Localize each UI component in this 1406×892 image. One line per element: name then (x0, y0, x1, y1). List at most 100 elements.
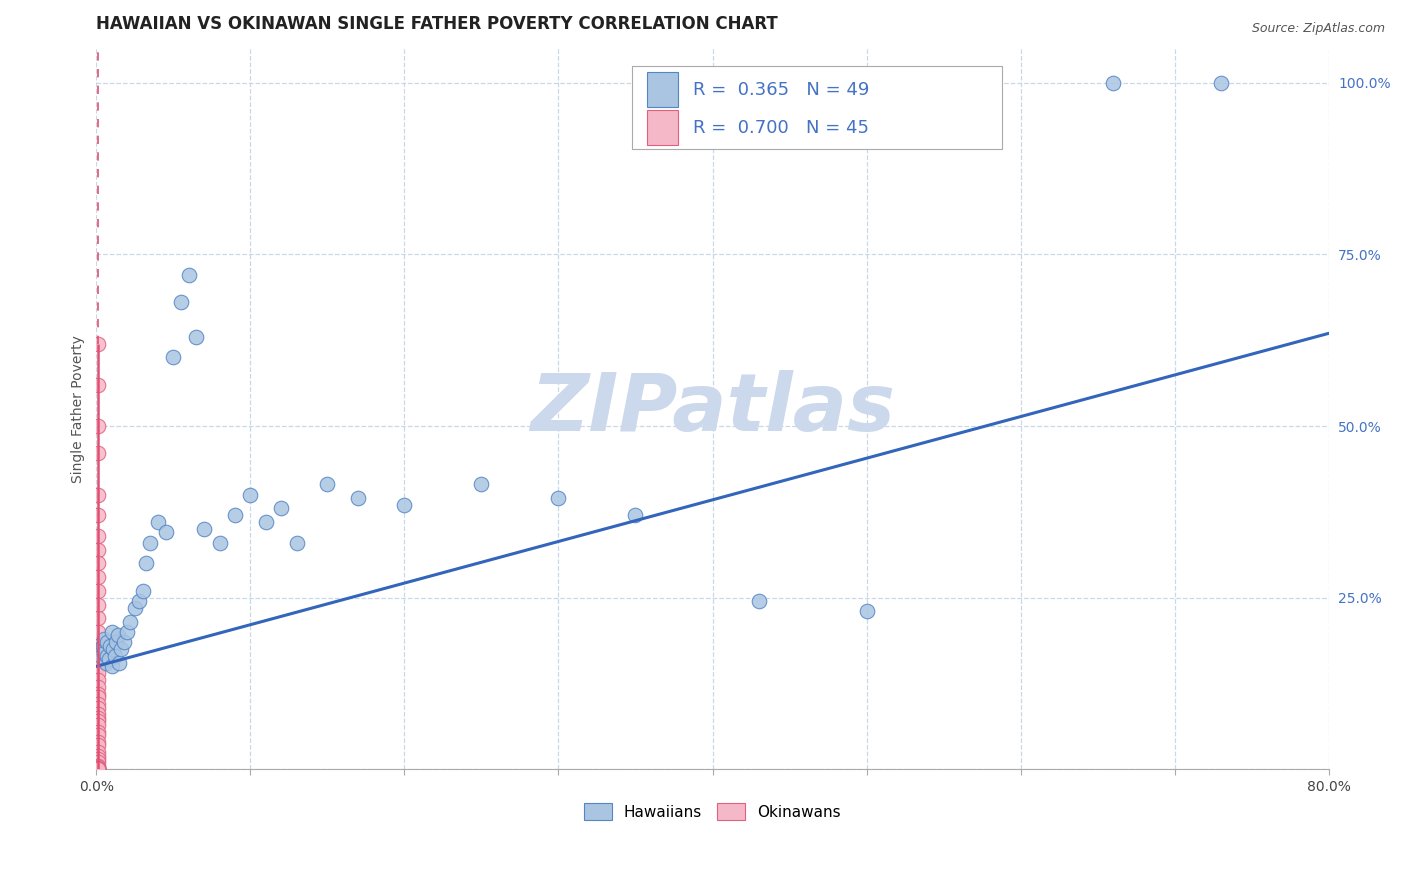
Y-axis label: Single Father Poverty: Single Father Poverty (72, 334, 86, 483)
Point (347, 491, 370, 505)
Point (87, 762, 110, 776)
Legend: Hawaiians, Okinawans: Hawaiians, Okinawans (578, 797, 846, 827)
Point (155, 525, 177, 540)
Point (94, 656, 117, 670)
Point (239, 488, 262, 502)
Point (224, 508, 246, 523)
Point (87, 583, 110, 598)
Point (186, 330, 208, 344)
Point (87, 759, 110, 773)
Point (87, 724, 110, 739)
Point (87, 728, 110, 742)
Point (91, 639, 114, 653)
Point (104, 648, 127, 663)
Point (93, 646, 115, 660)
Point (170, 295, 193, 310)
Point (87, 762, 110, 776)
Point (96, 648, 118, 663)
Point (87, 680, 110, 694)
Point (105, 635, 128, 649)
Point (855, 604, 877, 618)
Point (87, 336, 110, 351)
Point (748, 594, 770, 608)
Point (87, 714, 110, 729)
Point (87, 752, 110, 766)
Point (87, 659, 110, 673)
Point (87, 711, 110, 725)
Point (124, 601, 146, 615)
Point (87, 717, 110, 731)
Point (87, 690, 110, 705)
Point (89, 642, 111, 657)
Point (87, 735, 110, 749)
Bar (647, 72, 678, 107)
Point (177, 268, 200, 282)
Point (87, 745, 110, 759)
Point (87, 762, 110, 776)
Point (470, 477, 492, 491)
Point (316, 477, 339, 491)
Point (93, 632, 115, 646)
Point (96, 635, 118, 649)
Point (87, 673, 110, 687)
Point (98, 639, 121, 653)
Point (87, 687, 110, 701)
Point (97, 652, 120, 666)
Point (87, 419, 110, 434)
Point (131, 583, 153, 598)
Point (394, 498, 416, 512)
Point (254, 515, 277, 529)
Point (87, 762, 110, 776)
Point (87, 707, 110, 722)
Point (87, 570, 110, 584)
Point (100, 625, 122, 640)
Text: R =  0.365   N = 49: R = 0.365 N = 49 (693, 80, 869, 98)
Point (87, 762, 110, 776)
Text: HAWAIIAN VS OKINAWAN SINGLE FATHER POVERTY CORRELATION CHART: HAWAIIAN VS OKINAWAN SINGLE FATHER POVER… (97, 15, 778, 33)
Text: ZIPatlas: ZIPatlas (530, 370, 896, 448)
Point (115, 625, 138, 640)
Point (87, 748, 110, 763)
Point (110, 642, 132, 657)
FancyBboxPatch shape (633, 67, 1002, 149)
Point (135, 557, 157, 571)
Point (87, 488, 110, 502)
Point (87, 760, 110, 774)
Point (1102, 76, 1125, 90)
Point (87, 739, 110, 753)
Text: Source: ZipAtlas.com: Source: ZipAtlas.com (1251, 22, 1385, 36)
Point (87, 446, 110, 460)
Point (1209, 76, 1232, 90)
Point (87, 611, 110, 625)
Point (87, 598, 110, 612)
Point (87, 697, 110, 711)
Point (87, 761, 110, 775)
Text: R =  0.700   N = 45: R = 0.700 N = 45 (693, 119, 869, 136)
Point (107, 628, 129, 642)
Point (90, 648, 112, 663)
Point (103, 642, 125, 657)
Point (87, 508, 110, 523)
Point (193, 522, 215, 536)
Point (87, 625, 110, 640)
Point (128, 594, 150, 608)
Point (108, 656, 131, 670)
Point (87, 756, 110, 770)
Point (87, 639, 110, 653)
Point (87, 557, 110, 571)
Point (87, 762, 110, 776)
Point (270, 501, 292, 516)
Point (87, 529, 110, 543)
Point (100, 659, 122, 673)
Point (87, 542, 110, 557)
Point (120, 615, 142, 629)
Point (208, 535, 231, 549)
Point (139, 535, 162, 549)
Point (162, 351, 184, 365)
Point (285, 535, 308, 549)
Bar (647, 111, 678, 145)
Point (112, 635, 135, 649)
Point (87, 666, 110, 681)
Point (87, 700, 110, 714)
Point (547, 491, 569, 505)
